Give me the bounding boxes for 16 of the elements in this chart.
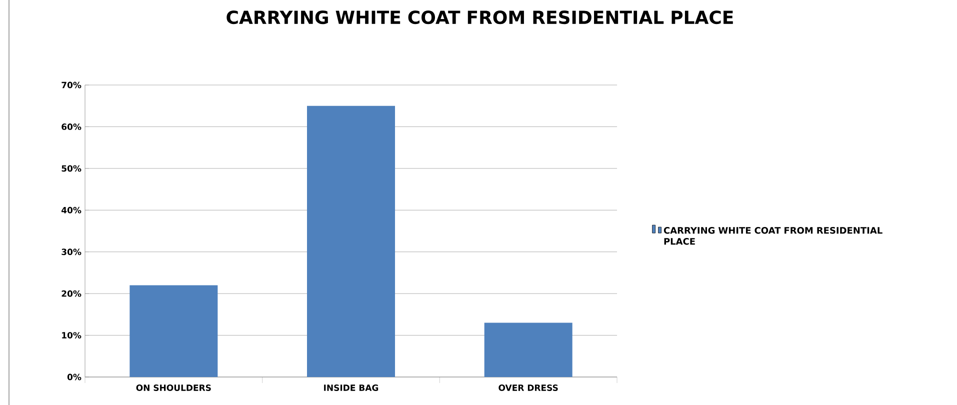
y-tick-label: 60% [62, 123, 82, 130]
y-tick-label: 20% [62, 290, 82, 297]
y-tick-label: 30% [62, 248, 82, 256]
y-tick-label: 0% [67, 374, 82, 380]
chart-title: CARRYING WHITE COAT FROM RESIDENTIAL PLACE [226, 10, 733, 24]
x-tick-label: OVER DRESS [498, 384, 558, 391]
bar [130, 285, 218, 377]
bar [307, 106, 396, 377]
bar [484, 322, 572, 377]
x-tick-label: ON SHOULDERS [136, 384, 211, 391]
y-tick-label: 50% [62, 165, 82, 172]
x-tick-label: INSIDE BAG [324, 384, 378, 391]
y-tick-label: 10% [62, 332, 82, 339]
y-tick-label: 70% [62, 82, 82, 88]
legend-label: CARRYING WHITE COAT FROM RESIDENTIAL PLACE [664, 226, 882, 245]
y-tick-label: 40% [62, 206, 82, 214]
